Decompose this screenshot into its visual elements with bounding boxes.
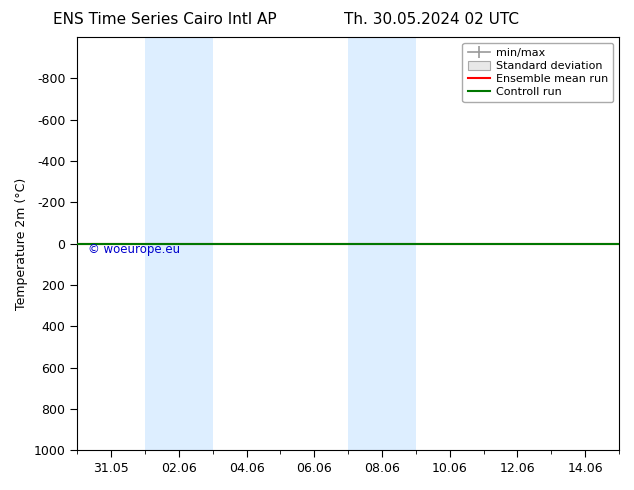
Bar (348, 37, 416, 450)
Text: Th. 30.05.2024 02 UTC: Th. 30.05.2024 02 UTC (344, 12, 519, 27)
Legend: min/max, Standard deviation, Ensemble mean run, Controll run: min/max, Standard deviation, Ensemble me… (462, 43, 614, 102)
Text: ENS Time Series Cairo Intl AP: ENS Time Series Cairo Intl AP (53, 12, 276, 27)
Y-axis label: Temperature 2m (°C): Temperature 2m (°C) (15, 177, 28, 310)
Text: © woeurope.eu: © woeurope.eu (88, 244, 180, 256)
Bar (145, 37, 212, 450)
